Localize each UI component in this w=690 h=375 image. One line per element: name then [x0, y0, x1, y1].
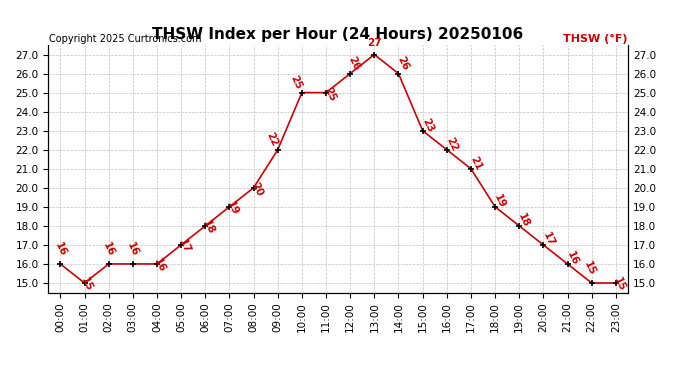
- Text: 16: 16: [152, 257, 167, 274]
- Text: 15: 15: [582, 260, 597, 277]
- Text: 17: 17: [540, 230, 556, 248]
- Text: Copyright 2025 Curtronics.com: Copyright 2025 Curtronics.com: [50, 34, 202, 44]
- Text: 23: 23: [420, 116, 435, 134]
- Text: 27: 27: [367, 38, 382, 48]
- Text: 20: 20: [250, 181, 265, 198]
- Text: 18: 18: [201, 219, 217, 236]
- Text: 25: 25: [288, 74, 304, 91]
- Text: 21: 21: [468, 154, 484, 172]
- Text: 22: 22: [444, 135, 460, 153]
- Text: 18: 18: [516, 211, 532, 229]
- Text: 22: 22: [264, 130, 279, 148]
- Text: 17: 17: [177, 238, 193, 255]
- Text: 16: 16: [125, 241, 141, 258]
- Text: 16: 16: [101, 241, 117, 258]
- Title: THSW Index per Hour (24 Hours) 20250106: THSW Index per Hour (24 Hours) 20250106: [152, 27, 524, 42]
- Text: 19: 19: [226, 200, 241, 217]
- Text: 19: 19: [493, 192, 507, 210]
- Text: 26: 26: [395, 54, 411, 72]
- Text: 16: 16: [52, 241, 68, 258]
- Text: 15: 15: [79, 276, 95, 294]
- Text: THSW (°F): THSW (°F): [564, 34, 628, 44]
- Text: 16: 16: [564, 249, 580, 267]
- Text: 15: 15: [612, 276, 627, 294]
- Text: 26: 26: [346, 54, 362, 72]
- Text: 25: 25: [322, 86, 337, 103]
